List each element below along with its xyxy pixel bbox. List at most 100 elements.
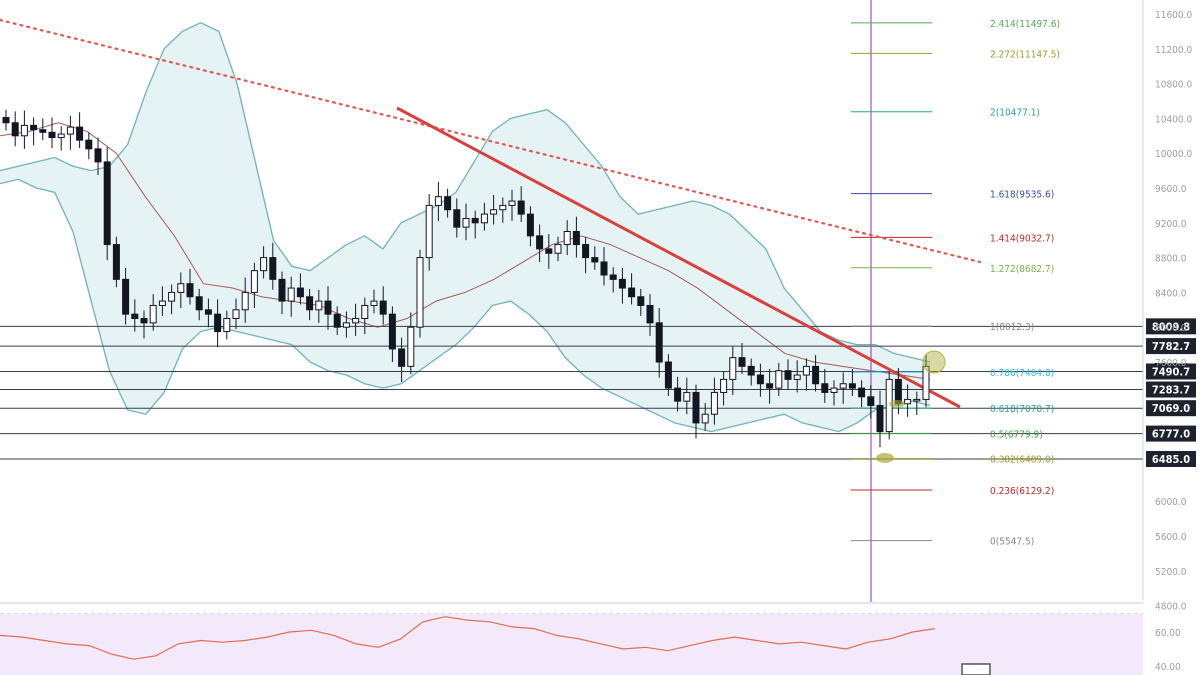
price-tick-label: 9600.0 (1155, 184, 1187, 195)
fib-level-label: 2(10477.1) (990, 108, 1040, 119)
bearish-candle (195, 296, 203, 311)
horizontal-levels (0, 325, 1143, 460)
fib-level-label: 2.414(11497.6) (990, 19, 1060, 30)
upper-band-line (0, 21, 931, 363)
rsi-panel: 60.00 40.00 (0, 602, 1181, 675)
bearish-candle (517, 200, 525, 215)
bearish-candle (747, 365, 755, 376)
bearish-candle (379, 300, 387, 315)
level-label-bg (1146, 338, 1196, 355)
bullish-candle (223, 318, 231, 333)
trendlines (0, 18, 982, 409)
bearish-candle (738, 357, 746, 367)
price-tick-label: 10800.0 (1155, 80, 1192, 91)
fib-level-label: 1(8012.3) (990, 322, 1034, 333)
price-tick-label: 10400.0 (1155, 114, 1192, 125)
bullish-candle (839, 383, 847, 389)
bullish-candle (563, 231, 571, 246)
bearish-candle (296, 287, 304, 298)
fib-level-label: 1.618(9535.6) (990, 190, 1054, 201)
price-tick-label: 4800.0 (1155, 602, 1187, 613)
bearish-candle (2, 117, 10, 124)
bullish-candle (407, 326, 415, 367)
level-label: 6485.0 (1152, 453, 1190, 466)
rsi-tick-label: 40.00 (1155, 662, 1181, 673)
bearish-candle (655, 322, 663, 363)
bullish-candle (499, 204, 507, 211)
fib-level-label: 0.5(6779.9) (990, 429, 1043, 440)
price-tick-label: 8400.0 (1155, 288, 1187, 299)
price-axis: 8009.87782.77542.67490.77283.77069.06777… (1142, 0, 1196, 613)
bullish-candle (913, 398, 921, 402)
bearish-candle (204, 309, 212, 315)
bearish-candle (609, 274, 617, 280)
bullish-candle (462, 217, 470, 228)
bearish-candle (388, 313, 396, 350)
bearish-candle (867, 396, 875, 406)
bullish-candle (66, 126, 74, 135)
bearish-candle (48, 131, 56, 139)
bearish-candle (628, 287, 636, 298)
bullish-candle (315, 300, 323, 311)
bearish-candle (646, 304, 654, 324)
bearish-candle (572, 231, 580, 246)
bearish-candle (122, 278, 130, 315)
bearish-candle (103, 161, 111, 246)
bearish-candle (186, 283, 194, 298)
retest-highlight (889, 400, 905, 408)
fibonacci-extension: 2.414(11497.6) 2.272(11147.5) 2(10477.1) 1.… (851, 0, 1060, 602)
rsi-background (0, 614, 1143, 675)
bearish-candle (582, 244, 590, 259)
bearish-candle (324, 300, 332, 315)
bullish-candle (416, 257, 424, 328)
bearish-candle (664, 361, 672, 389)
bearish-candle (848, 383, 856, 389)
bearish-candle (278, 278, 286, 302)
bearish-candle (784, 370, 792, 380)
bullish-candle (425, 204, 433, 259)
candlesticks (2, 109, 930, 448)
fib-level-label: 0.382(6489.0) (990, 455, 1054, 466)
fib-level-label: 1.414(9032.7) (990, 233, 1054, 244)
bullish-candle (57, 133, 65, 139)
watermark-logo (961, 663, 991, 675)
fib-level-label: 0.786(7484.8) (990, 368, 1054, 379)
bearish-candle (333, 313, 341, 328)
bullish-candle (434, 196, 442, 206)
bearish-candle (821, 383, 829, 393)
level-label-bg (1146, 381, 1196, 398)
price-tick-label: 7600.0 (1155, 358, 1187, 369)
price-tick-label: 6000.0 (1155, 497, 1187, 508)
bearish-candle (812, 365, 820, 385)
fib-level-label: 1.272(8682.7) (990, 264, 1054, 275)
bearish-candle (692, 391, 700, 424)
fib-level-label: 0.618(7070.7) (990, 404, 1054, 415)
price-tick-label: 5600.0 (1155, 532, 1187, 543)
breakout-highlight (922, 350, 946, 374)
bullish-candle (490, 209, 498, 215)
price-tick-label: 8800.0 (1155, 254, 1187, 265)
bullish-candle (802, 365, 810, 376)
dotted-resistance-trendline (0, 18, 982, 264)
bullish-candle (158, 300, 166, 306)
price-tick-label: 10000.0 (1155, 149, 1192, 160)
price-tick-label: 8000.0 (1155, 323, 1187, 334)
bullish-candle (260, 257, 268, 272)
bearish-candle (306, 296, 314, 311)
rsi-tick-label: 60.00 (1155, 628, 1181, 639)
bullish-candle (480, 213, 488, 224)
bullish-candle (729, 357, 737, 380)
bearish-candle (618, 278, 626, 289)
level-label-bg (1146, 363, 1196, 380)
level-label-bg (1146, 318, 1196, 335)
bearish-candle (876, 405, 884, 433)
rsi-line (0, 616, 936, 660)
bearish-candle (131, 313, 139, 319)
bullish-candle (241, 291, 249, 311)
bearish-candle (526, 213, 534, 237)
fib-level-label: 2.272(11147.5) (990, 49, 1060, 60)
bearish-candle (637, 296, 645, 306)
lower-band-line (0, 178, 931, 433)
bearish-candle (444, 196, 452, 211)
